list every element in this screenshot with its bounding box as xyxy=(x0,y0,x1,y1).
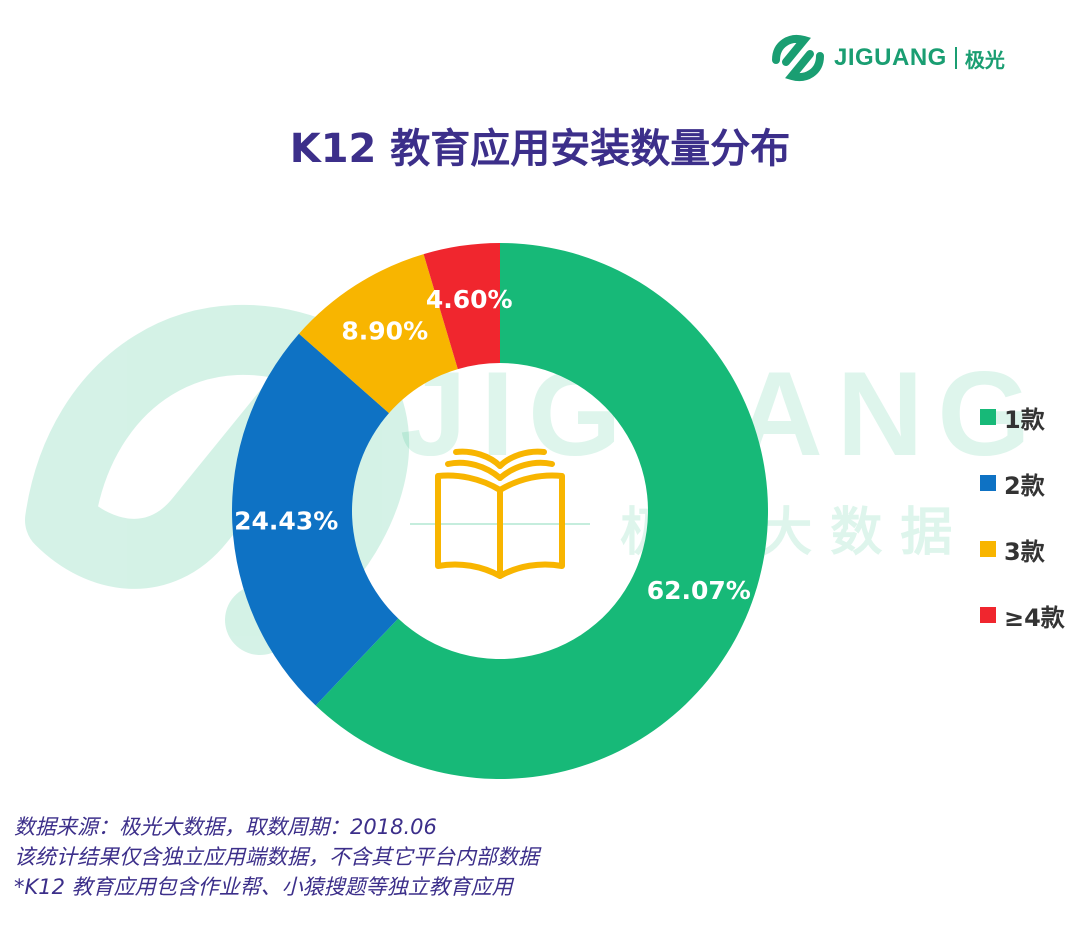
jiguang-logo-icon xyxy=(772,35,824,81)
legend-item-4-plus: ≥4款 xyxy=(980,600,1065,632)
brand-name-cn: 极光 xyxy=(964,47,1005,72)
open-book-icon xyxy=(435,448,565,579)
data-label-2: 24.43% xyxy=(234,507,338,536)
note-definition: *K12 教育应用包含作业帮、小猿搜题等独立教育应用 xyxy=(14,875,513,899)
legend-swatch xyxy=(980,409,996,425)
legend-swatch xyxy=(980,541,996,557)
legend-item-1: 1款 xyxy=(980,402,1065,434)
data-label-3: 8.90% xyxy=(341,317,428,346)
data-label-1: 62.07% xyxy=(647,576,751,605)
legend-label: 3款 xyxy=(1004,537,1045,566)
chart-title: K12 教育应用安装数量分布 xyxy=(289,126,791,172)
legend-label: ≥4款 xyxy=(1004,603,1065,632)
brand-logo: JIGUANG 极光 xyxy=(768,30,1005,86)
slice-3 xyxy=(298,254,458,414)
legend-label: 1款 xyxy=(1004,405,1045,434)
brand-name: JIGUANG xyxy=(834,44,947,71)
source-notes: 数据来源：极光大数据，取数周期：2018.06 该统计结果仅含独立应用端数据，不… xyxy=(14,812,539,902)
legend-swatch xyxy=(980,607,996,623)
chart-legend: 1款 2款 3款 ≥4款 xyxy=(980,402,1065,666)
note-source: 数据来源：极光大数据，取数周期：2018.06 xyxy=(14,815,437,839)
data-label-4-plus: 4.60% xyxy=(426,285,513,314)
slice-4-plus xyxy=(423,243,500,370)
brand-divider xyxy=(954,47,957,69)
note-scope: 该统计结果仅含独立应用端数据，不含其它平台内部数据 xyxy=(14,845,539,869)
legend-item-2: 2款 xyxy=(980,468,1065,500)
legend-swatch xyxy=(980,475,996,491)
slice-1 xyxy=(315,243,769,779)
slice-2 xyxy=(232,333,399,706)
legend-item-3: 3款 xyxy=(980,534,1065,566)
legend-label: 2款 xyxy=(1004,471,1045,500)
